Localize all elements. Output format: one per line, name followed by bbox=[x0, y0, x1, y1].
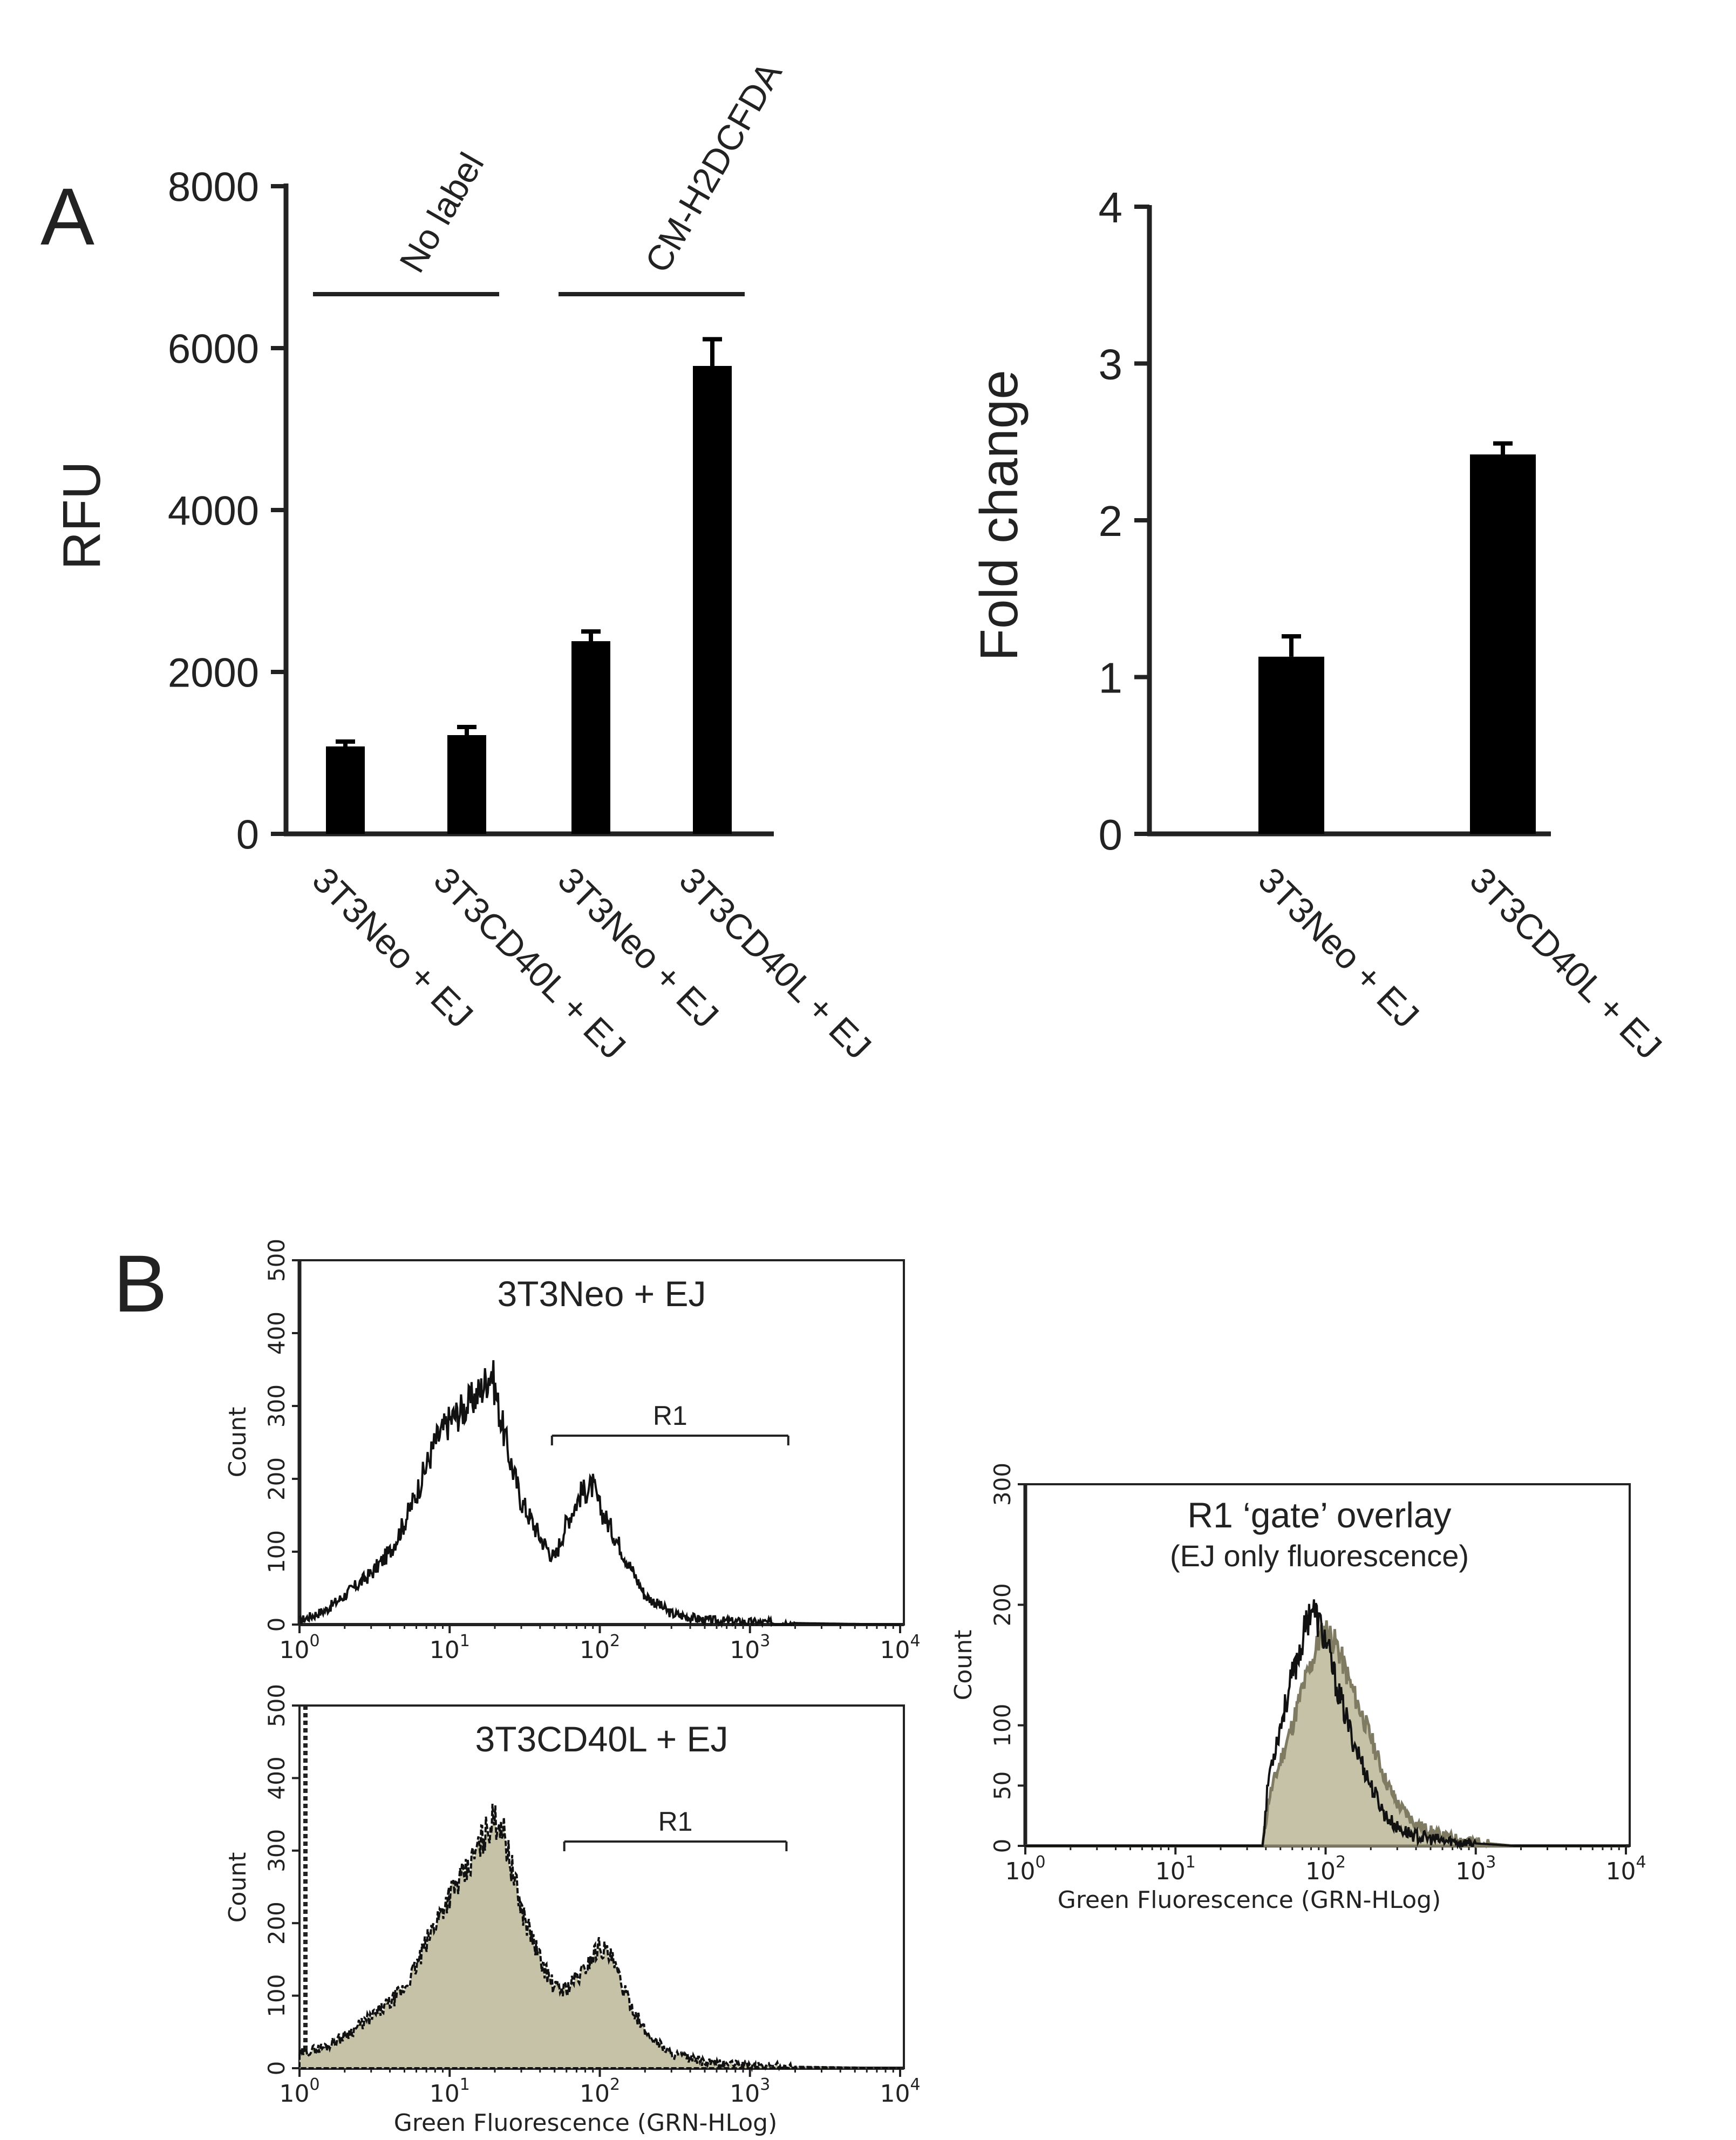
y-axis-label: Count bbox=[224, 1852, 251, 1923]
x-tick-label: 102 bbox=[580, 2075, 620, 2108]
y-tick-label: 300 bbox=[989, 1463, 1016, 1506]
x-tick-label: 3T3CD40L + EJ bbox=[1462, 860, 1670, 1067]
x-tick-label: 104 bbox=[1605, 1853, 1646, 1885]
y-tick-label: 50 bbox=[989, 1771, 1016, 1800]
y-tick-label: 8000 bbox=[168, 164, 259, 210]
y-tick-label: 0 bbox=[989, 1839, 1016, 1853]
x-tick-label: 101 bbox=[1155, 1853, 1196, 1885]
bar bbox=[1258, 656, 1324, 834]
y-tick-label: 0 bbox=[1099, 811, 1123, 859]
x-tick-label: 3T3Neo + EJ bbox=[1251, 860, 1427, 1036]
bars bbox=[1258, 441, 1536, 834]
y-tick-label: 300 bbox=[263, 1384, 290, 1428]
y-ticks: 0 2000 4000 6000 8000 bbox=[168, 164, 286, 858]
y-tick-label: 4000 bbox=[168, 488, 259, 534]
histogram-trace bbox=[298, 1803, 900, 2073]
histogram-title: 3T3Neo + EJ bbox=[497, 1274, 706, 1314]
histogram-title: 3T3CD40L + EJ bbox=[475, 1719, 729, 1759]
x-ticks: 100 101 102 103 104 bbox=[1005, 1846, 1646, 1885]
y-tick-label: 0 bbox=[263, 1618, 290, 1632]
x-tick-label: 103 bbox=[1455, 1853, 1496, 1885]
histogram-3t3cd40l: 3T3CD40L + EJ Count Green Fluorescence (… bbox=[224, 1684, 921, 2137]
y-tick-label: 400 bbox=[263, 1756, 290, 1799]
histogram-filled-trace bbox=[1025, 1620, 1626, 1849]
panel-label-a: A bbox=[40, 171, 94, 262]
x-ticks: 100 101 102 103 104 bbox=[279, 2068, 921, 2108]
gate-r1: R1 bbox=[550, 1401, 789, 1445]
y-tick-label: 200 bbox=[989, 1583, 1016, 1626]
gate-label: R1 bbox=[653, 1401, 687, 1431]
y-ticks: 0 50 100 200 300 bbox=[989, 1463, 1025, 1853]
y-tick-label: 4 bbox=[1099, 184, 1123, 232]
y-tick-label: 100 bbox=[989, 1704, 1016, 1747]
y-ticks: 0 1 2 3 4 bbox=[1099, 184, 1149, 859]
x-tick-labels: 3T3Neo + EJ 3T3CD40L + EJ bbox=[1251, 860, 1670, 1067]
bar bbox=[693, 366, 732, 834]
x-tick-label: 101 bbox=[430, 2075, 470, 2108]
gate-label: R1 bbox=[658, 1806, 693, 1837]
y-tick-label: 400 bbox=[263, 1312, 290, 1355]
y-ticks: 0 100 200 300 400 500 bbox=[263, 1239, 299, 1632]
y-tick-label: 200 bbox=[263, 1457, 290, 1500]
y-axis-label: Count bbox=[950, 1630, 977, 1701]
x-tick-label: 3T3CD40L + EJ bbox=[672, 860, 879, 1067]
y-axis-label: RFU bbox=[52, 461, 111, 569]
bar bbox=[1470, 454, 1536, 834]
x-tick-label: 100 bbox=[279, 2075, 319, 2108]
bar bbox=[447, 735, 486, 834]
y-tick-label: 1 bbox=[1099, 654, 1123, 702]
x-tick-label: 104 bbox=[880, 2075, 920, 2108]
y-tick-label: 2 bbox=[1099, 497, 1123, 545]
histogram-r1-overlay: R1 ‘gate’ overlay (EJ only fluorescence)… bbox=[950, 1463, 1646, 1914]
histogram-trace bbox=[298, 1360, 900, 1628]
bar-chart-fold-change: Fold change 0 1 2 3 4 3T3Neo + EJ 3T3CD40L + … bbox=[969, 184, 1670, 1067]
y-tick-label: 500 bbox=[263, 1684, 290, 1727]
y-tick-label: 200 bbox=[263, 1901, 290, 1945]
bar bbox=[571, 641, 610, 834]
y-tick-label: 100 bbox=[263, 1530, 290, 1573]
histogram-title: R1 ‘gate’ overlay bbox=[1187, 1495, 1451, 1535]
panel-label-b: B bbox=[113, 1238, 167, 1329]
gate-r1: R1 bbox=[563, 1806, 788, 1851]
x-tick-label: 101 bbox=[430, 1632, 470, 1664]
bars bbox=[326, 337, 732, 834]
group-label: No label bbox=[392, 146, 492, 279]
x-ticks: 100 101 102 103 104 bbox=[279, 1625, 921, 1664]
plot-frame bbox=[298, 1259, 905, 1626]
x-tick-label: 104 bbox=[880, 1632, 920, 1664]
y-tick-label: 300 bbox=[263, 1829, 290, 1872]
x-axis-label: Green Fluorescence (GRN-HLog) bbox=[394, 2109, 778, 2137]
histogram-subtitle: (EJ only fluorescence) bbox=[1170, 1539, 1469, 1573]
x-tick-label: 103 bbox=[730, 2075, 770, 2108]
x-tick-label: 102 bbox=[580, 1632, 620, 1664]
y-tick-label: 2000 bbox=[168, 650, 259, 696]
y-tick-label: 0 bbox=[263, 2061, 290, 2076]
y-tick-label: 3 bbox=[1099, 340, 1123, 388]
bar bbox=[326, 746, 365, 834]
y-tick-label: 100 bbox=[263, 1974, 290, 2017]
x-tick-label: 102 bbox=[1305, 1853, 1346, 1885]
group-labels: No label CM-H2DCFDA bbox=[313, 55, 789, 296]
x-tick-label: 100 bbox=[1005, 1853, 1045, 1885]
group-label: CM-H2DCFDA bbox=[637, 55, 789, 279]
y-tick-label: 0 bbox=[236, 812, 259, 858]
y-axis-label: Fold change bbox=[969, 370, 1029, 661]
x-tick-label: 103 bbox=[730, 1632, 770, 1664]
x-tick-label: 100 bbox=[279, 1632, 319, 1664]
bar-chart-rfu: RFU 0 2000 4000 6000 8000 No label CM-H2DCFDA… bbox=[52, 55, 879, 1066]
histogram-outline-trace bbox=[1025, 1599, 1626, 1850]
y-tick-label: 6000 bbox=[168, 326, 259, 372]
y-tick-label: 500 bbox=[263, 1239, 290, 1282]
x-axis-label: Green Fluorescence (GRN-HLog) bbox=[1058, 1886, 1441, 1914]
y-axis-label: Count bbox=[224, 1407, 251, 1478]
y-ticks: 0 100 200 300 400 500 bbox=[263, 1684, 299, 2075]
